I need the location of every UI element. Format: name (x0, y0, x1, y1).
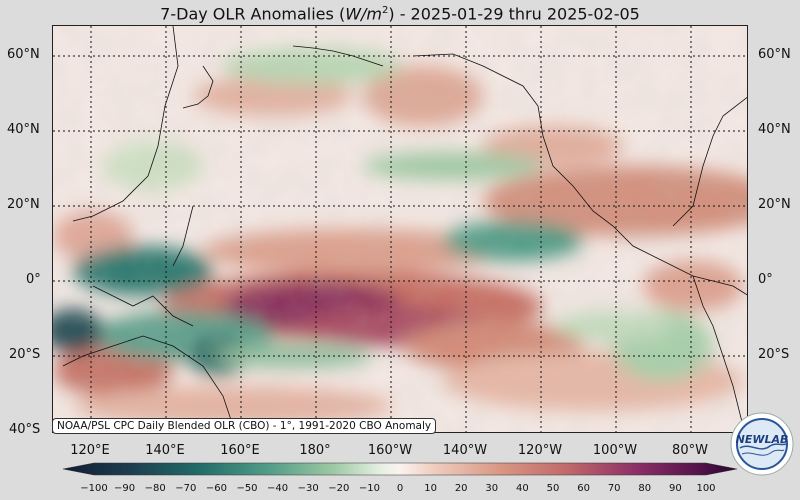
lon-label-160w: 160°W (367, 443, 413, 458)
lat-label-40s-left: 40°S (9, 422, 41, 437)
colorbar-tick: 40 (516, 483, 529, 494)
colorbar-tick: 10 (424, 483, 437, 494)
lat-label-20n-right: 20°N (758, 197, 791, 212)
lat-label-20s-right: 20°S (758, 347, 790, 362)
lon-label-80w: 80°W (672, 443, 708, 458)
colorbar-tick: −60 (205, 483, 227, 494)
colorbar-tick: −10 (358, 483, 380, 494)
colorbar-tick: −50 (236, 483, 258, 494)
colorbar-tick: −40 (267, 483, 289, 494)
colorbar-tick: 20 (454, 483, 468, 494)
olr-anomaly-map[interactable] (52, 25, 748, 433)
lon-label-180: 180° (299, 443, 331, 458)
lat-label-20s-left: 20°S (9, 347, 41, 362)
colorbar-tick: 50 (546, 483, 560, 494)
noaa-psl-logo-icon: NEWLAB (730, 412, 794, 476)
colorbar-tick: 90 (669, 483, 682, 494)
lon-label-140w: 140°W (442, 443, 488, 458)
colorbar-tick: 80 (638, 483, 652, 494)
lat-label-eq-left: 0° (26, 272, 41, 287)
lon-label-140e: 140°E (145, 443, 185, 458)
lon-label-120w: 120°W (517, 443, 563, 458)
colorbar-tick: −30 (297, 483, 319, 494)
data-source-credit: NOAA/PSL CPC Daily Blended OLR (CBO) - 1… (52, 418, 437, 434)
map-canvas (53, 26, 747, 432)
map-title: 7-Day OLR Anomalies (W/m2) - 2025-01-29 … (160, 4, 640, 24)
colorbar-tick: −20 (328, 483, 350, 494)
lat-label-40n-right: 40°N (758, 122, 791, 137)
colorbar-tick: 70 (607, 483, 621, 494)
lat-label-eq-right: 0° (758, 272, 773, 287)
colorbar-tick: −100 (80, 483, 108, 494)
colorbar-tick: −90 (114, 483, 136, 494)
graticule (53, 26, 747, 432)
lat-label-60n-right: 60°N (758, 47, 791, 62)
lon-label-100w: 100°W (592, 443, 638, 458)
colorbar-tick: −70 (175, 483, 197, 494)
colorbar-tick: 100 (696, 483, 716, 494)
colorbar (62, 462, 738, 476)
colorbar-tick: −80 (144, 483, 166, 494)
logo-text: NEWLAB (736, 433, 789, 446)
colorbar-tick: 0 (396, 483, 404, 494)
coastlines (62, 26, 747, 427)
colorbar-tick: 30 (485, 483, 499, 494)
colorbar-tick: 60 (577, 483, 590, 494)
lon-label-120e: 120°E (70, 443, 110, 458)
lon-label-160e: 160°E (220, 443, 260, 458)
lat-label-60n-left: 60°N (7, 47, 40, 62)
lat-label-20n-left: 20°N (7, 197, 40, 212)
lat-label-40n-left: 40°N (7, 122, 40, 137)
